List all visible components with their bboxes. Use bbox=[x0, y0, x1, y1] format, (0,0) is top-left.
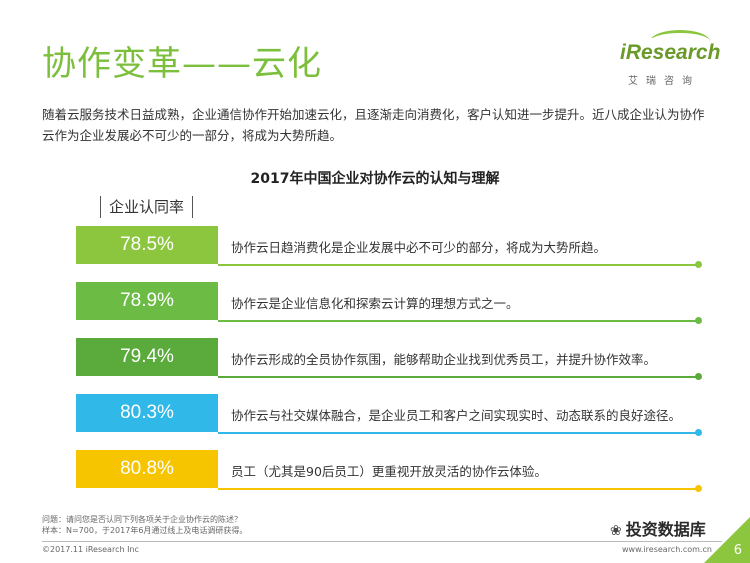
chart-row: 78.9% 协作云是企业信息化和探索云计算的理想方式之一。 bbox=[76, 282, 706, 324]
bar-value-label: 79.4% bbox=[76, 338, 218, 376]
category-label: 协作云日趋消费化是企业发展中必不可少的部分，将成为大势所趋。 bbox=[231, 240, 607, 255]
row-underline bbox=[218, 432, 698, 434]
legend-label: 企业认同率 bbox=[100, 196, 194, 218]
footnote-sample: 样本：N=700，于2017年6月通过线上及电话调研获得。 bbox=[42, 526, 248, 535]
chart-row: 79.4% 协作云形成的全员协作氛围，能够帮助企业找到优秀员工，并提升协作效率。 bbox=[76, 338, 706, 380]
row-end-dot bbox=[695, 261, 702, 268]
category-label: 员工（尤其是90后员工）更重视开放灵活的协作云体验。 bbox=[231, 464, 547, 479]
watermark-text: 投资数据库 bbox=[625, 520, 706, 539]
row-underline bbox=[218, 488, 698, 490]
intro-paragraph: 随着云服务技术日益成熟，企业通信协作开始加速云化，且逐渐走向消费化，客户认知进一… bbox=[42, 107, 705, 143]
website-link[interactable]: www.iresearch.com.cn bbox=[622, 545, 712, 554]
row-end-dot bbox=[695, 317, 702, 324]
chart-title: 2017年中国企业对协作云的认知与理解 bbox=[250, 171, 500, 187]
corner-decoration bbox=[704, 517, 750, 563]
bar-value-label: 78.5% bbox=[76, 226, 218, 264]
row-underline bbox=[218, 264, 698, 266]
iresearch-logo: iResearch 艾瑞咨询 bbox=[620, 30, 720, 88]
footer-divider bbox=[42, 541, 722, 542]
chart-row: 80.8% 员工（尤其是90后员工）更重视开放灵活的协作云体验。 bbox=[76, 450, 706, 492]
bar-value-label: 78.9% bbox=[76, 282, 218, 320]
row-end-dot bbox=[695, 429, 702, 436]
row-end-dot bbox=[695, 485, 702, 492]
wechat-icon: ❀ bbox=[610, 523, 622, 539]
page-number: 6 bbox=[733, 543, 742, 558]
logo-swoosh-icon bbox=[650, 30, 710, 53]
chart-row: 80.3% 协作云与社交媒体融合，是企业员工和客户之间实现实时、动态联系的良好途径… bbox=[76, 394, 706, 436]
row-underline bbox=[218, 376, 698, 378]
category-label: 协作云形成的全员协作氛围，能够帮助企业找到优秀员工，并提升协作效率。 bbox=[231, 352, 657, 367]
watermark: ❀ 投资数据库 bbox=[610, 516, 706, 540]
copyright: ©2017.11 iResearch Inc bbox=[42, 545, 139, 554]
logo-text: iResearch bbox=[620, 38, 720, 68]
footnote: 问题：请问您是否认同下列各项关于企业协作云的陈述？ 样本：N=700，于2017… bbox=[42, 514, 247, 536]
footnote-question: 问题：请问您是否认同下列各项关于企业协作云的陈述？ bbox=[42, 515, 242, 524]
row-underline bbox=[218, 320, 698, 322]
bar-value-label: 80.8% bbox=[76, 450, 218, 488]
category-label: 协作云与社交媒体融合，是企业员工和客户之间实现实时、动态联系的良好途径。 bbox=[231, 408, 682, 423]
chart-row: 78.5% 协作云日趋消费化是企业发展中必不可少的部分，将成为大势所趋。 bbox=[76, 226, 706, 268]
row-end-dot bbox=[695, 373, 702, 380]
logo-subtitle: 艾瑞咨询 bbox=[628, 76, 700, 87]
bar-value-label: 80.3% bbox=[76, 394, 218, 432]
category-label: 协作云是企业信息化和探索云计算的理想方式之一。 bbox=[231, 296, 519, 311]
page-title: 协作变革——云化 bbox=[42, 44, 322, 84]
